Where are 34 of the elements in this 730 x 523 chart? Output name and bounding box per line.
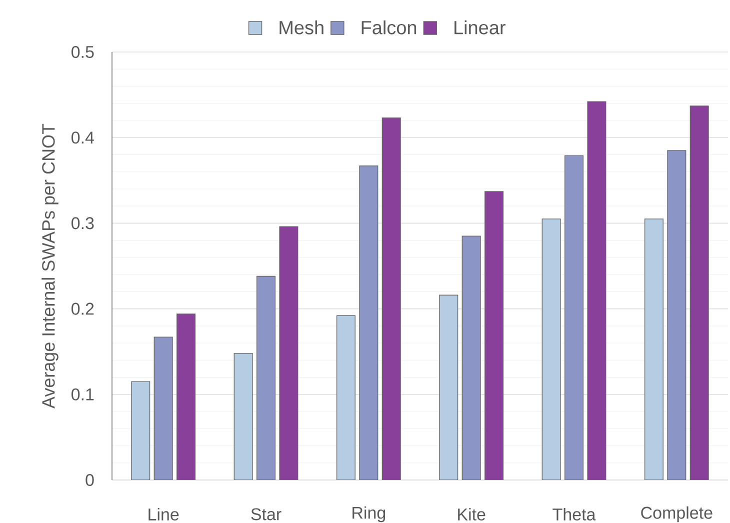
legend-label: Mesh [280, 20, 324, 34]
x-tick-label: Ring [352, 506, 386, 522]
x-tick-label: Theta [552, 508, 596, 520]
bar [644, 218, 664, 480]
y-tick-label: 0.1 [72, 388, 94, 400]
x-tick-label: Line [148, 508, 179, 520]
bar [542, 218, 561, 480]
bar [564, 155, 584, 480]
bar [667, 150, 686, 480]
bar [359, 165, 378, 480]
y-tick-label: 0 [86, 474, 94, 486]
bar [131, 381, 150, 480]
bar [256, 276, 276, 480]
bar [439, 294, 458, 480]
y-axis-title: Average Internal SWAPs per CNOT [42, 124, 58, 409]
bar [279, 226, 298, 480]
bar [336, 315, 356, 480]
legend-label: Falcon [362, 20, 416, 34]
y-tick-label: 0.4 [72, 132, 94, 144]
bar [484, 191, 504, 480]
x-tick-label: Star [251, 508, 282, 520]
x-tick-label: Complete [641, 506, 712, 522]
bar [234, 352, 253, 480]
legend-label: Linear [454, 20, 506, 34]
bar [690, 106, 709, 480]
y-tick-label: 0.3 [72, 217, 94, 230]
bar [176, 314, 196, 480]
bar [382, 118, 401, 480]
bar [587, 101, 606, 480]
y-tick-label: 0.5 [72, 46, 94, 58]
bar [154, 336, 173, 480]
y-tick-label: 0.2 [72, 302, 94, 315]
x-tick-label: Kite [458, 508, 486, 520]
bar [462, 236, 481, 480]
